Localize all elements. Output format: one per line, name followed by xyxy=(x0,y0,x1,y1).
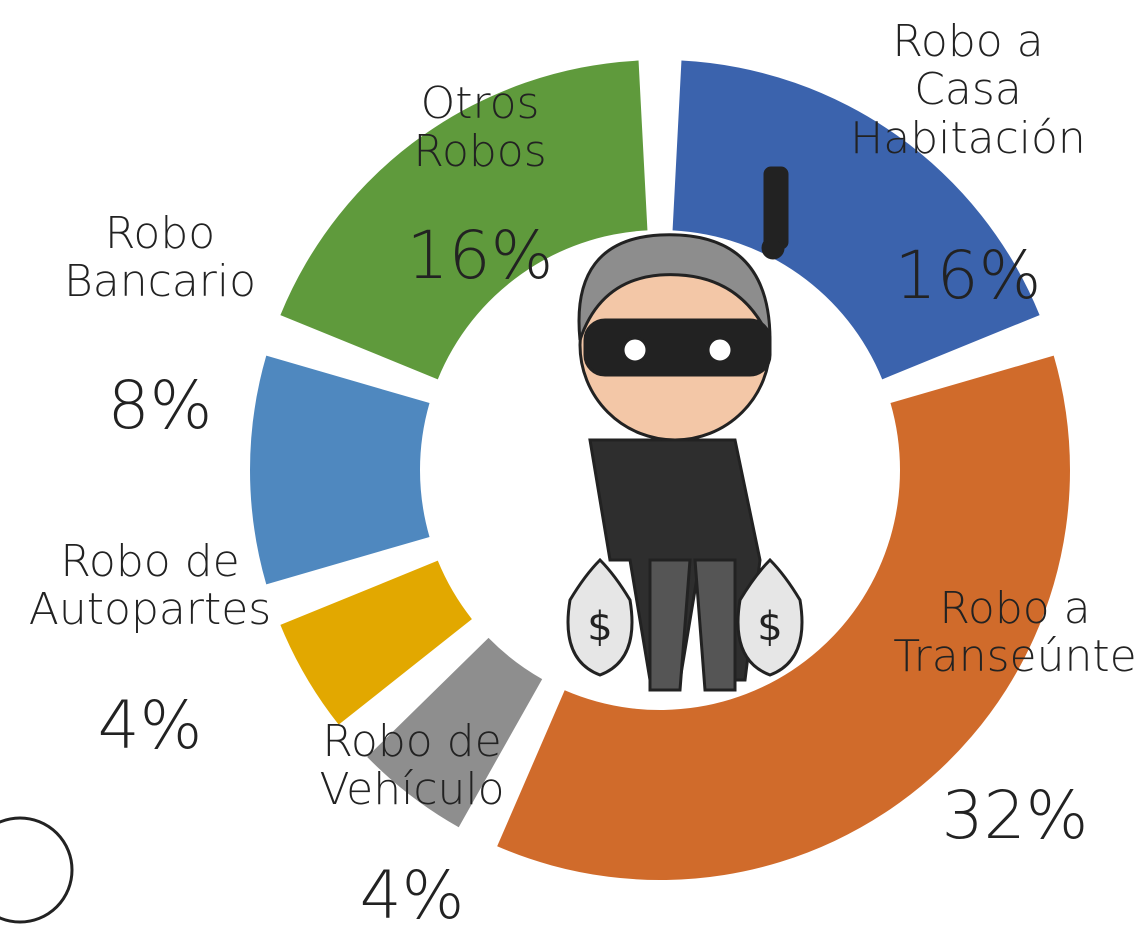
value-label: 32% xyxy=(941,777,1089,854)
category-label: Robo Bancario xyxy=(63,208,257,308)
donut-slice xyxy=(672,60,1040,380)
donut-slice xyxy=(280,60,648,380)
slices xyxy=(250,60,1070,881)
value-label: 4% xyxy=(359,857,465,934)
donut-slice xyxy=(367,637,543,828)
donut-slice xyxy=(250,355,430,585)
donut-slice xyxy=(280,560,472,725)
svg-text:$: $ xyxy=(587,604,612,650)
category-label: Robo de Autopartes xyxy=(28,536,272,636)
category-label: Robo a Transeúnte xyxy=(893,583,1137,683)
svg-text:$: $ xyxy=(757,604,782,650)
category-label: Robo a Casa Habitación xyxy=(850,16,1086,164)
category-label: Robo de Vehículo xyxy=(319,716,505,816)
value-label: 8% xyxy=(107,367,213,444)
value-label: 4% xyxy=(97,687,203,764)
value-label: 16% xyxy=(894,237,1042,314)
donut-slice xyxy=(497,355,1070,881)
thief-illustration: $ $ xyxy=(0,166,804,924)
category-label: Otros Robos xyxy=(413,78,547,178)
value-label: 16% xyxy=(406,217,554,294)
